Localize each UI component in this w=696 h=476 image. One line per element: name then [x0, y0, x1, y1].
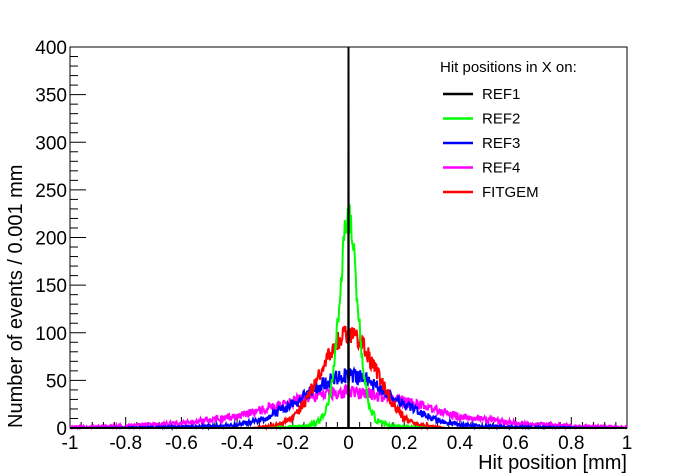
legend-title: Hit positions in X on:: [440, 59, 577, 76]
y-tick-label: 300: [35, 133, 67, 154]
x-tick-label: 0.6: [502, 433, 528, 454]
x-tick-label: -1: [62, 433, 79, 454]
x-tick-label: -0.2: [276, 433, 309, 454]
legend-label-ref4: REF4: [482, 160, 520, 177]
series-ref1: [70, 46, 627, 429]
y-tick-label: 0: [56, 419, 67, 440]
y-axis-title: Number of events / 0.001 mm: [5, 165, 27, 428]
legend: Hit positions in X on: REF1 REF2 REF3 REF4 F…: [440, 59, 577, 201]
y-tick-label: 200: [35, 229, 67, 250]
x-tick-label: -0.4: [221, 433, 254, 454]
x-tick-label: -0.6: [165, 433, 198, 454]
y-tick-label: 50: [46, 371, 67, 392]
x-tick-label: 0: [343, 433, 354, 454]
y-tick-label: 150: [35, 276, 67, 297]
x-axis-title: Hit position [mm]: [478, 452, 627, 474]
x-tick-label: -0.8: [109, 433, 142, 454]
legend-label-ref2: REF2: [482, 111, 520, 128]
y-tick-label: 250: [35, 181, 67, 202]
legend-label-ref1: REF1: [482, 86, 520, 103]
y-tick-label: 350: [35, 86, 67, 107]
plot-series: [69, 46, 628, 431]
tick-labels: -1 -0.8 -0.6 -0.4 -0.2 0 0.2 0.4 0.6 0.8 1 0 50 100 15…: [35, 38, 632, 454]
legend-label-ref3: REF3: [482, 135, 520, 152]
x-tick-label: 0.8: [558, 433, 584, 454]
x-tick-label: 0.2: [391, 433, 417, 454]
legend-label-fitgem: FITGEM: [482, 184, 539, 201]
x-tick-label: 1: [622, 433, 633, 454]
x-tick-label: 0.4: [447, 433, 474, 454]
y-tick-label: 400: [35, 38, 67, 59]
y-tick-label: 100: [35, 324, 67, 345]
